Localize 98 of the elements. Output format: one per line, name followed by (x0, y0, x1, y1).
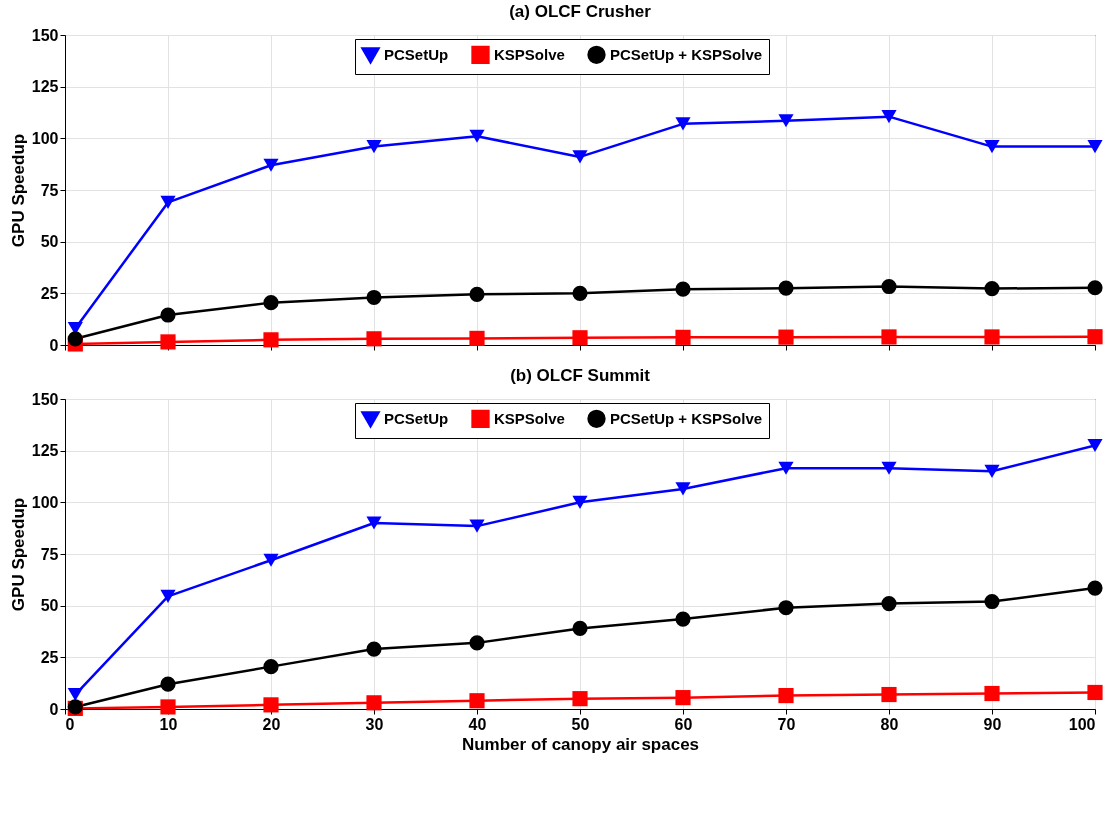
point (984, 329, 1000, 345)
point (263, 158, 279, 172)
point (469, 519, 485, 533)
point (160, 334, 176, 350)
x-tick-label: 20 (262, 715, 281, 733)
point (675, 690, 691, 706)
y-tick-label: 150 (31, 390, 59, 408)
y-tick-label: 0 (49, 700, 59, 718)
point (366, 140, 382, 154)
x-axis-title: Number of canopy air spaces (461, 734, 700, 754)
point (881, 686, 897, 703)
point (67, 331, 83, 347)
point (881, 329, 897, 345)
point (675, 117, 691, 131)
y-tick-label: 75 (40, 181, 59, 199)
point (1087, 438, 1103, 453)
legend-label: KSPSolve (494, 45, 565, 63)
point (263, 697, 279, 713)
y-tick-label: 25 (40, 284, 59, 302)
point (572, 620, 588, 636)
x-tick-label: 70 (777, 715, 796, 733)
point (778, 280, 794, 296)
point (984, 281, 1000, 297)
y-tick-label: 150 (31, 26, 59, 44)
point (1087, 580, 1103, 596)
point (469, 286, 485, 302)
point (778, 329, 794, 345)
point (675, 482, 691, 496)
point (881, 278, 897, 295)
y-tick-label: 75 (40, 545, 59, 563)
point (263, 332, 279, 348)
point (572, 330, 588, 346)
x-tick-label: 90 (983, 715, 1002, 733)
point (984, 464, 1000, 478)
point (366, 695, 382, 711)
point (778, 114, 794, 128)
x-tick-label: 40 (468, 715, 487, 733)
legend-label: KSPSolve (494, 409, 565, 427)
point (469, 129, 485, 143)
point (1087, 329, 1103, 345)
legend-label: PCSetUp (384, 46, 449, 64)
point (1087, 140, 1103, 154)
point (881, 461, 897, 475)
x-tick-label: 80 (880, 715, 899, 733)
point (675, 611, 691, 627)
point (263, 295, 279, 311)
point (366, 516, 382, 530)
point (778, 461, 794, 475)
point (984, 140, 1000, 154)
x-tick-label: 10 (159, 715, 178, 733)
point (160, 699, 176, 715)
point (881, 596, 897, 612)
x-tick-label: 50 (571, 715, 590, 733)
point (469, 635, 485, 651)
y-axis-title: GPU Speedup (8, 497, 28, 612)
point (263, 659, 279, 675)
y-tick-label: 0 (49, 336, 59, 354)
point (263, 553, 279, 567)
chart-title: (a) OLCF Crusher (509, 2, 652, 21)
point (984, 593, 1000, 610)
point (572, 285, 588, 301)
point (778, 687, 794, 704)
point (366, 641, 382, 657)
y-axis-title: GPU Speedup (8, 133, 28, 248)
chart-title: (b) OLCF Summit (510, 366, 651, 385)
y-tick-label: 125 (31, 78, 59, 96)
point (572, 691, 588, 707)
point (160, 676, 176, 692)
point (160, 589, 176, 603)
x-tick-label: 100 (1068, 715, 1096, 733)
legend-label: PCSetUp + KSPSolve (610, 409, 763, 427)
point (984, 685, 1000, 702)
legend-label: PCSetUp + KSPSolve (610, 45, 763, 63)
point (675, 329, 691, 345)
y-tick-label: 125 (31, 442, 59, 460)
point (366, 289, 382, 306)
point (572, 150, 588, 164)
y-tick-label: 50 (40, 233, 59, 251)
point (67, 687, 83, 702)
point (572, 495, 588, 509)
legend-label: PCSetUp (384, 410, 449, 428)
x-tick-label: 30 (365, 715, 384, 733)
point (160, 195, 176, 209)
y-tick-label: 100 (31, 493, 59, 511)
point (1087, 280, 1103, 296)
point (160, 307, 176, 323)
point (778, 600, 794, 616)
x-tick-label: 60 (674, 715, 693, 733)
point (881, 110, 897, 124)
point (366, 331, 382, 347)
point (1087, 684, 1103, 701)
y-tick-label: 25 (40, 648, 59, 666)
point (469, 330, 485, 346)
x-tick-label: 0 (65, 715, 75, 733)
y-tick-label: 100 (31, 129, 59, 147)
point (675, 281, 691, 297)
y-tick-label: 50 (40, 597, 59, 615)
point (469, 693, 485, 709)
